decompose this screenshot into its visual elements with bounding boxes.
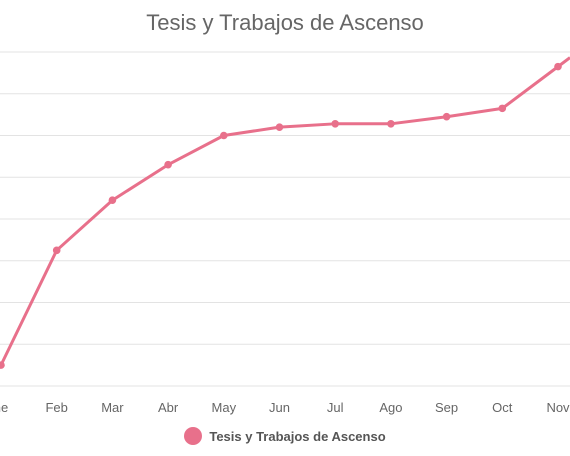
series-line xyxy=(0,56,570,366)
data-point[interactable] xyxy=(0,361,5,369)
x-tick-label: Abr xyxy=(158,400,179,415)
data-point[interactable] xyxy=(442,112,451,121)
series-group xyxy=(0,56,570,369)
x-tick-label: Sep xyxy=(435,400,458,415)
data-point[interactable] xyxy=(220,131,228,140)
x-tick-label: Feb xyxy=(45,400,67,415)
x-tick-label: Oct xyxy=(492,400,513,415)
x-tick-label: Nov xyxy=(546,400,570,415)
x-tick-label: Jul xyxy=(327,400,344,415)
legend[interactable]: Tesis y Trabajos de Ascenso xyxy=(0,427,570,445)
x-tick-label: ne xyxy=(0,400,8,415)
gridlines xyxy=(0,51,570,387)
data-point[interactable] xyxy=(387,120,395,128)
x-tick-label: Ago xyxy=(379,400,402,415)
data-point[interactable] xyxy=(108,196,117,205)
x-axis-ticks: ne Feb Mar Abr May Jun Jul Ago Sep Oct Nov xyxy=(0,400,570,415)
data-point[interactable] xyxy=(52,246,61,255)
x-tick-label: Jun xyxy=(269,400,290,415)
data-point[interactable] xyxy=(164,160,172,169)
data-point[interactable] xyxy=(331,120,340,128)
chart-title: Tesis y Trabajos de Ascenso xyxy=(146,10,424,35)
x-tick-label: May xyxy=(212,400,237,415)
legend-label: Tesis y Trabajos de Ascenso xyxy=(209,428,386,444)
data-point[interactable] xyxy=(275,123,284,131)
x-tick-label: Mar xyxy=(101,400,124,415)
data-point[interactable] xyxy=(554,62,562,71)
legend-marker xyxy=(184,427,203,445)
data-point[interactable] xyxy=(498,104,507,113)
